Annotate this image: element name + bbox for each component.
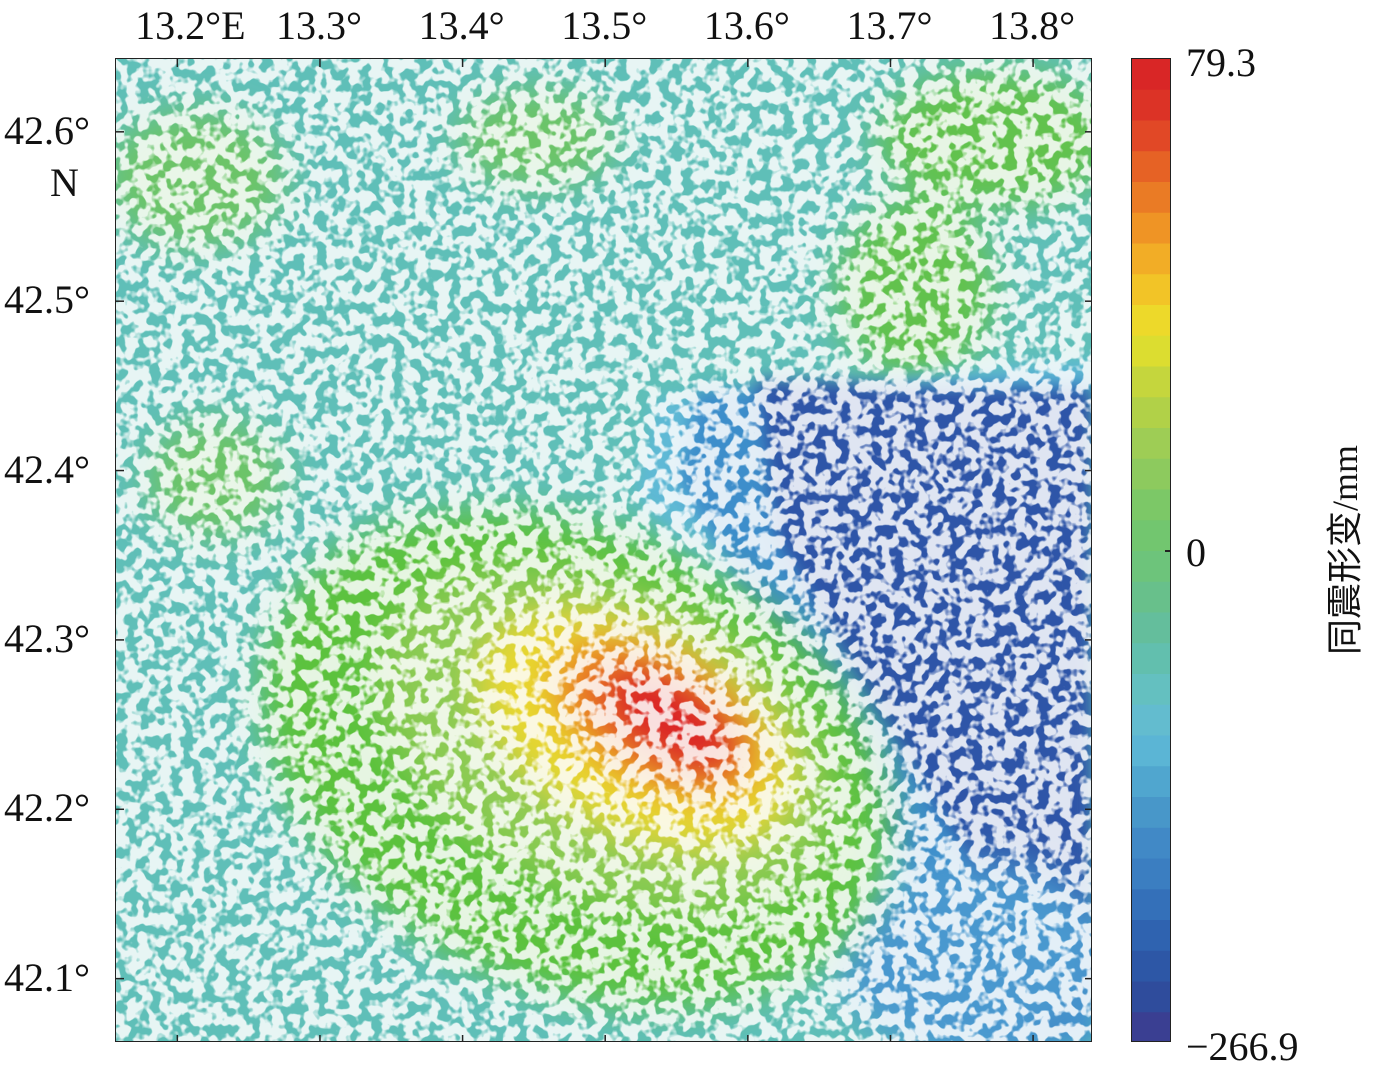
colorbar-segment <box>1132 889 1170 921</box>
colorbar-segment <box>1132 489 1170 521</box>
colorbar-segment <box>1132 920 1170 952</box>
longitude-tick-label: 13.7° <box>846 3 933 48</box>
colorbar-title: 同震形变/mm <box>1325 444 1365 656</box>
colorbar-segment <box>1132 1012 1170 1041</box>
colorbar-segment <box>1132 674 1170 706</box>
longitude-tick-label: 13.3° <box>275 3 362 48</box>
longitude-tick-label: 13.6° <box>703 3 790 48</box>
colorbar-segment <box>1132 766 1170 798</box>
colorbar-segment <box>1132 551 1170 583</box>
colorbar <box>1131 58 1171 1042</box>
longitude-tick-label: 13.4° <box>418 3 505 48</box>
colorbar-segment <box>1132 274 1170 306</box>
colorbar-segment <box>1132 704 1170 736</box>
colorbar-segment <box>1132 581 1170 613</box>
longitude-tick-label: 13.5° <box>561 3 648 48</box>
colorbar-segment <box>1132 212 1170 244</box>
colorbar-segment <box>1132 151 1170 183</box>
colorbar-segment <box>1132 397 1170 429</box>
colorbar-segment <box>1132 335 1170 367</box>
colorbar-segment <box>1132 981 1170 1013</box>
colorbar-segment <box>1132 735 1170 767</box>
colorbar-segment <box>1132 520 1170 552</box>
latitude-unit-label: N <box>50 159 79 205</box>
colorbar-segment <box>1132 612 1170 644</box>
colorbar-segment <box>1132 120 1170 152</box>
latitude-tick-label: 42.6° <box>4 107 90 153</box>
colorbar-segment <box>1132 89 1170 121</box>
colorbar-min-label: −266.9 <box>1186 1024 1299 1069</box>
latitude-tick-label: 42.4° <box>4 446 90 492</box>
latitude-tick-label: 42.1° <box>4 954 90 1000</box>
colorbar-segment <box>1132 950 1170 982</box>
colorbar-segment <box>1132 428 1170 460</box>
latitude-tick-label: 42.2° <box>4 785 90 831</box>
colorbar-segment <box>1132 858 1170 890</box>
colorbar-segment <box>1132 643 1170 675</box>
latitude-tick-label: 42.5° <box>4 277 90 323</box>
colorbar-segment <box>1132 827 1170 859</box>
colorbar-segment <box>1132 59 1170 91</box>
deformation-field <box>116 59 1091 1041</box>
colorbar-segment <box>1132 243 1170 275</box>
colorbar-segment <box>1132 366 1170 398</box>
colorbar-segment <box>1132 797 1170 829</box>
colorbar-max-label: 79.3 <box>1186 40 1256 85</box>
colorbar-zero-label: 0 <box>1186 530 1206 575</box>
colorbar-segment <box>1132 305 1170 337</box>
colorbar-segment <box>1132 182 1170 214</box>
longitude-tick-label: 13.2°E <box>135 3 246 48</box>
latitude-tick-label: 42.3° <box>4 615 90 661</box>
colorbar-segment <box>1132 458 1170 490</box>
longitude-tick-label: 13.8° <box>989 3 1076 48</box>
colorbar-gradient <box>1132 59 1170 1041</box>
deformation-map <box>115 58 1092 1042</box>
decorrelation-speckle <box>116 59 1091 1041</box>
colorbar-zero-tick <box>1165 550 1171 552</box>
